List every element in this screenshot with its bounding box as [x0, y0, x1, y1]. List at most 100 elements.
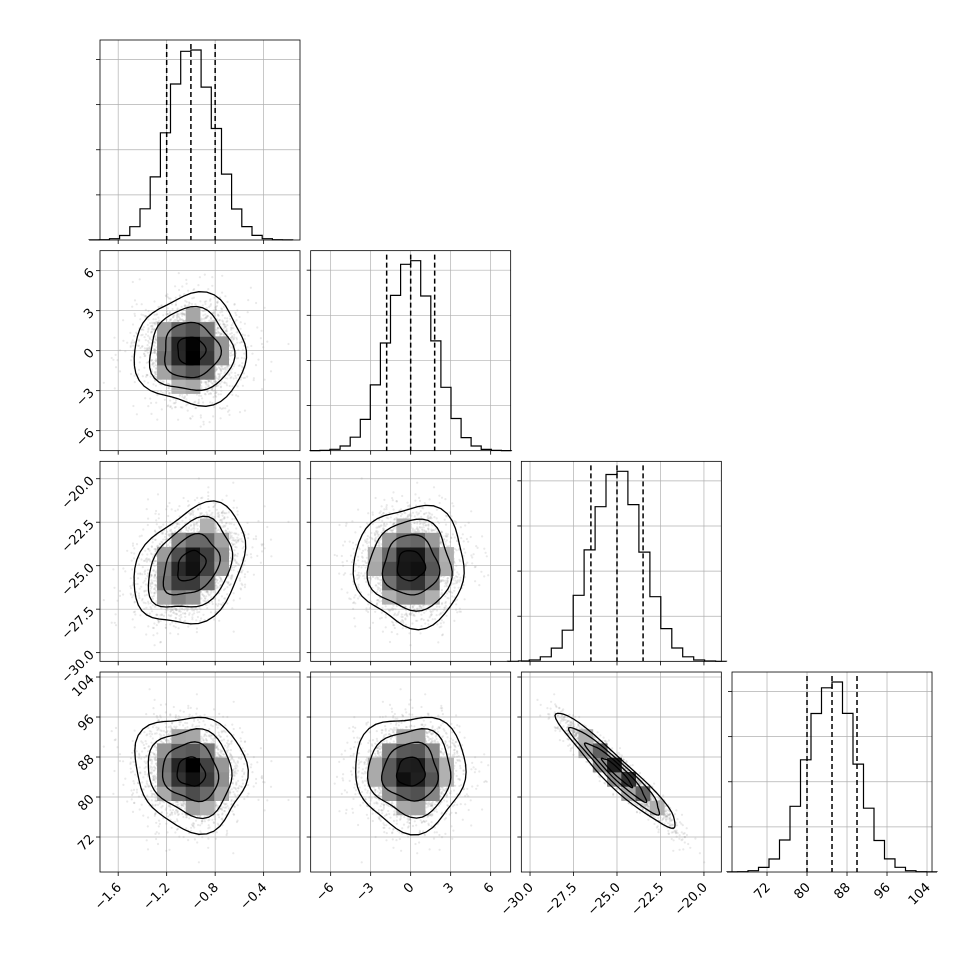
density-cell — [200, 800, 215, 816]
density-cell — [171, 729, 187, 744]
x-tick-label: 0 — [401, 880, 417, 896]
panel-1-1 — [306, 250, 513, 455]
y-tick-label: 3 — [81, 306, 97, 322]
x-tick-label: −3 — [353, 880, 377, 904]
contour-3 — [554, 712, 676, 829]
density-cell — [200, 772, 215, 787]
density-cell — [157, 561, 172, 576]
density-cell — [157, 575, 172, 591]
density-cell — [185, 786, 201, 801]
density-cell — [200, 743, 215, 759]
y-tick-label: −6 — [73, 426, 97, 450]
density-cell — [396, 575, 412, 591]
x-tick-label: −22.5 — [629, 880, 668, 919]
histogram-1 — [309, 260, 513, 452]
density-cell — [382, 575, 397, 591]
density-cell — [425, 786, 440, 801]
y-tick-label: −3 — [73, 386, 97, 410]
x-tick-label: 3 — [441, 880, 457, 896]
density-cell — [185, 322, 201, 337]
x-tick-label: −25.0 — [585, 880, 624, 919]
panel-frame — [520, 460, 722, 662]
density-cell — [157, 336, 172, 352]
y-tick-label: 88 — [75, 752, 97, 774]
density-cell — [214, 532, 229, 548]
x-tick-label: −30.0 — [498, 880, 537, 919]
contour-0 — [395, 756, 426, 787]
x-tick-label: −1.6 — [92, 880, 125, 913]
contour-0 — [177, 549, 207, 582]
contour-1 — [381, 534, 441, 596]
x-tick-label: 96 — [872, 880, 894, 902]
density-cell — [185, 757, 201, 773]
density-cell — [382, 743, 397, 759]
density-cell — [214, 336, 229, 352]
density-cell — [439, 757, 454, 773]
panel-2-0: −30.0−27.5−25.0−22.5−20.0 — [59, 460, 301, 686]
density-cell — [425, 589, 440, 605]
panel-1-0: −6 −3 0 3 6 — [73, 250, 301, 455]
density-cell — [382, 532, 397, 548]
contour-1 — [164, 321, 223, 379]
y-tick-label: −22.5 — [59, 517, 98, 556]
density-cell — [649, 800, 665, 816]
panel-frame — [520, 671, 722, 873]
density-cell — [396, 786, 412, 801]
density-cell — [367, 547, 383, 562]
x-tick-label: −1.2 — [141, 880, 174, 913]
contour-0 — [396, 550, 427, 582]
density-cell — [171, 547, 187, 562]
panel-3-1: −6 −3 0 3 6 — [306, 671, 512, 904]
density-cell — [214, 561, 229, 576]
contour-3 — [355, 716, 467, 836]
density-cell — [171, 336, 187, 352]
density-cell — [621, 786, 636, 801]
density-cell — [410, 772, 426, 787]
density-cell — [382, 561, 397, 576]
y-tick-label: 72 — [75, 832, 97, 854]
density-cell — [200, 547, 215, 562]
density-cell — [185, 729, 201, 744]
contour-3 — [134, 716, 249, 835]
x-tick-label: 72 — [752, 880, 774, 902]
x-tick-label: −20.0 — [672, 880, 711, 919]
panel-frame — [99, 39, 301, 241]
density-cell — [396, 757, 412, 773]
panel-frame — [731, 671, 933, 873]
density-cell — [185, 307, 201, 323]
density-cell — [425, 532, 440, 548]
density-cell — [157, 589, 172, 605]
density-cell — [200, 336, 215, 352]
panel-3-3: 72 80 88 96 104 — [726, 671, 938, 908]
x-tick-label: −0.8 — [189, 880, 222, 913]
contour-2 — [366, 728, 452, 819]
density-cell — [185, 350, 201, 366]
density-cell — [410, 743, 426, 759]
panel-0-0 — [88, 39, 301, 244]
x-tick-label: −6 — [313, 880, 337, 904]
contour-2 — [568, 726, 661, 816]
panel-frame — [99, 671, 301, 873]
density-cell — [410, 757, 426, 773]
contour-1 — [583, 742, 648, 804]
density-cell — [382, 772, 397, 787]
panel-3-2: −30.0 −27.5 −25.0 −22.5 −20.0 — [498, 671, 722, 919]
density-cell — [367, 757, 383, 773]
x-tick-label: 80 — [792, 880, 814, 902]
panel-background — [100, 40, 300, 240]
density-cell — [382, 786, 397, 801]
density-cell — [157, 786, 172, 801]
density-cell — [157, 365, 172, 380]
density-cell — [214, 772, 229, 787]
density-cell — [185, 379, 201, 394]
density-cell — [410, 575, 426, 591]
density-cell — [200, 350, 215, 366]
y-tick-label: −25.0 — [59, 561, 98, 600]
density-cell — [157, 743, 172, 759]
density-cell — [382, 589, 397, 605]
density-cell — [200, 322, 215, 337]
density-cell — [396, 729, 412, 744]
density-cell — [185, 561, 201, 576]
